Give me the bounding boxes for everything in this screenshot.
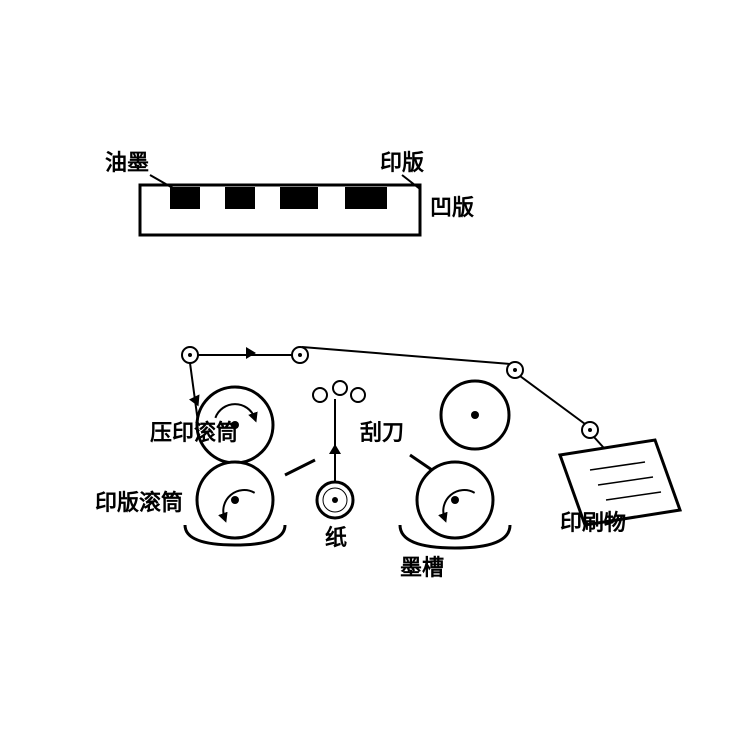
doctor-blade-1 bbox=[285, 460, 315, 475]
gravure-printing-diagram: 油墨 印版凹版压印滚筒印版滚筒 刮刀纸墨槽 印刷物 bbox=[0, 0, 750, 750]
label-plate-cylinder: 印版滚筒 bbox=[95, 490, 183, 515]
plate-leader-line bbox=[402, 175, 420, 189]
label-impression-cylinder: 压印滚筒 bbox=[150, 420, 238, 445]
paper-nip-roller-1 bbox=[333, 381, 347, 395]
paper-nip-roller-0 bbox=[313, 388, 327, 402]
ink-cell-0 bbox=[170, 187, 200, 209]
label-ink: 油墨 bbox=[105, 150, 149, 175]
label-doctor-blade: 刮刀 bbox=[360, 420, 404, 445]
paper-nip-roller-2 bbox=[351, 388, 365, 402]
labels: 油墨 印版凹版压印滚筒印版滚筒 刮刀纸墨槽 印刷物 bbox=[95, 150, 626, 580]
label-printed-matter: 印刷物 bbox=[560, 510, 626, 535]
label-ink-tank: 墨槽 bbox=[400, 555, 444, 580]
label-paper: 纸 bbox=[325, 525, 347, 550]
ink-cell-3 bbox=[345, 187, 387, 209]
top-plate-section bbox=[140, 175, 420, 235]
ink-cell-2 bbox=[280, 187, 318, 209]
doctor-blade-2 bbox=[410, 455, 432, 470]
label-plate: 印版 bbox=[380, 150, 424, 175]
label-gravure: 凹版 bbox=[430, 195, 474, 220]
ink-cell-1 bbox=[225, 187, 255, 209]
